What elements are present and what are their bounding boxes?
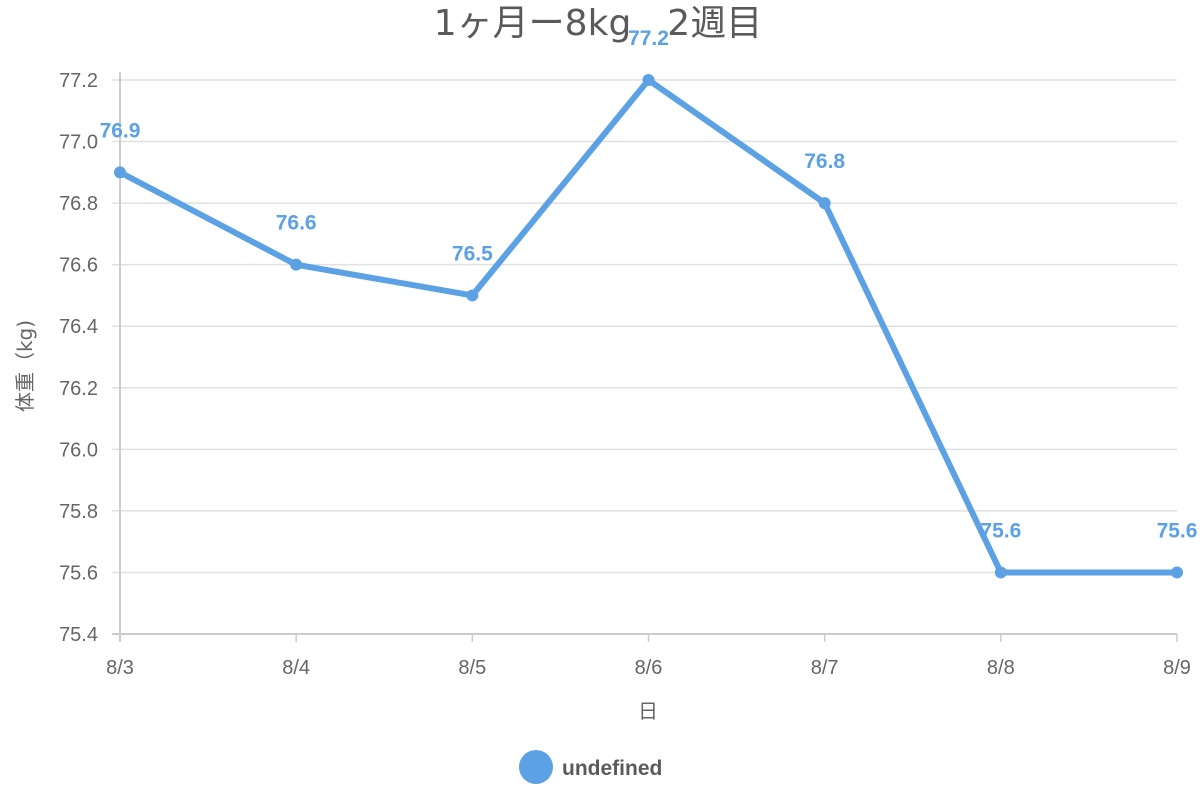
x-tick-label: 8/6: [635, 657, 663, 679]
x-axis-title: 日: [638, 699, 658, 723]
data-point[interactable]: [818, 197, 831, 210]
data-point[interactable]: [290, 258, 303, 271]
y-axis-title: 体重（kg): [13, 320, 37, 412]
y-tick-label: 75.6: [59, 562, 98, 584]
data-point[interactable]: [642, 74, 655, 86]
y-tick-label: 75.8: [59, 501, 98, 523]
legend[interactable]: undefined: [519, 750, 662, 784]
data-labels: 76.9 76.6 76.5 77.2 76.8 75.6 75.6: [100, 27, 1198, 542]
y-tick-label: 77.0: [59, 132, 98, 154]
x-tick-label: 8/7: [811, 657, 839, 679]
legend-swatch: [519, 750, 553, 784]
y-axis-ticks: 75.4 75.6 75.8 76.0 76.2 76.4 76.6 76.8 77.0 77.2: [59, 70, 98, 646]
data-point[interactable]: [994, 566, 1007, 579]
x-tick-label: 8/5: [458, 657, 486, 679]
x-tick-label: 8/8: [987, 657, 1015, 679]
y-tick-label: 76.6: [59, 255, 98, 277]
data-label: 75.6: [1157, 519, 1198, 542]
data-point[interactable]: [114, 166, 126, 179]
y-tick-label: 77.2: [59, 70, 98, 92]
y-tick-label: 76.0: [59, 439, 98, 461]
data-label: 75.6: [980, 519, 1021, 542]
data-label: 76.9: [100, 119, 141, 142]
y-tick-label: 76.8: [59, 193, 98, 215]
grid-lines: [112, 72, 1177, 642]
data-label: 76.8: [804, 150, 845, 173]
data-label: 77.2: [628, 27, 669, 50]
x-tick-label: 8/4: [282, 657, 310, 679]
x-tick-label: 8/9: [1163, 657, 1191, 679]
legend-label: undefined: [562, 757, 662, 780]
data-label: 76.6: [276, 212, 317, 235]
x-tick-label: 8/3: [106, 657, 134, 679]
y-tick-label: 76.2: [59, 378, 98, 400]
series-layer: [114, 74, 1183, 579]
y-tick-label: 76.4: [59, 316, 98, 338]
data-point[interactable]: [466, 289, 479, 302]
data-label: 76.5: [452, 242, 493, 265]
data-point[interactable]: [1171, 566, 1183, 579]
y-tick-label: 75.4: [59, 624, 98, 646]
chart-title: 1ヶ月ー8kg 2週目: [434, 3, 762, 44]
x-axis-ticks: 8/3 8/4 8/5 8/6 8/7 8/8 8/9: [106, 634, 1191, 679]
